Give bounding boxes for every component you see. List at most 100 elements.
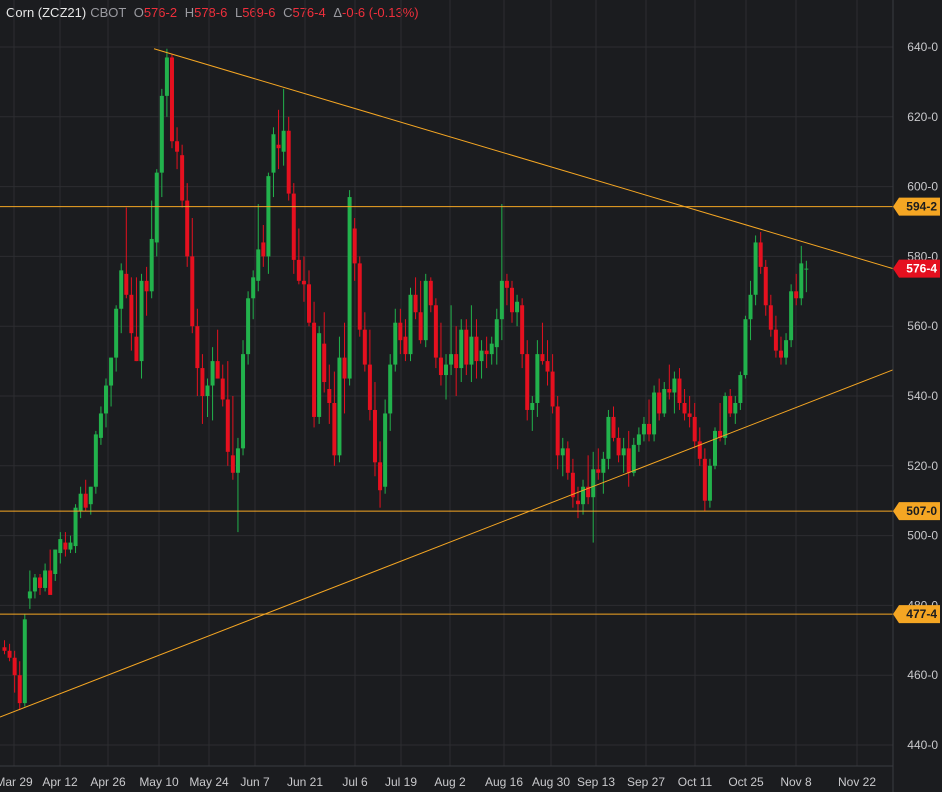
- candle: [175, 127, 180, 170]
- candle: [261, 224, 266, 267]
- candle-body: [520, 305, 525, 355]
- candle-body: [611, 416, 616, 438]
- candle: [672, 371, 677, 414]
- candle: [631, 437, 636, 477]
- candle-body: [134, 336, 139, 362]
- candle: [235, 437, 240, 533]
- candle-body: [48, 570, 53, 595]
- candle-body: [27, 591, 32, 599]
- candle-body: [83, 493, 88, 508]
- candle: [728, 389, 733, 417]
- candle: [154, 169, 159, 257]
- candle: [469, 305, 474, 383]
- candle: [68, 535, 73, 554]
- candle: [504, 273, 509, 306]
- candle: [784, 333, 789, 365]
- candle: [93, 430, 98, 494]
- candle: [403, 319, 408, 362]
- candle-body: [702, 458, 707, 501]
- level-badge-shape: [893, 605, 940, 624]
- level-badge-label: 507-0: [906, 504, 937, 518]
- candle-body: [601, 458, 606, 473]
- candle-body: [154, 172, 159, 243]
- symbol-name[interactable]: Corn (ZCZ21): [6, 5, 87, 20]
- x-tick-label: Aug 16: [485, 775, 523, 789]
- candle-body: [195, 326, 200, 369]
- open-value: 576-2: [143, 5, 178, 20]
- candle: [2, 640, 7, 655]
- candle-body: [718, 430, 723, 438]
- candle-body: [428, 280, 433, 306]
- x-tick-label: Jul 19: [385, 775, 417, 789]
- candle-body: [641, 423, 646, 435]
- candle-body: [687, 413, 692, 417]
- candle: [124, 207, 129, 299]
- candle-body: [697, 441, 702, 459]
- candle-body: [362, 329, 367, 365]
- trendline: [153, 48, 894, 270]
- x-tick-label: May 10: [139, 775, 179, 789]
- candle: [707, 458, 712, 508]
- candle-body: [256, 249, 261, 281]
- candle-body: [799, 263, 804, 299]
- candle: [296, 228, 301, 285]
- candle: [418, 280, 423, 344]
- candle-body: [789, 291, 794, 341]
- candle: [98, 406, 103, 445]
- candle-body: [575, 500, 580, 505]
- candle: [591, 451, 596, 543]
- candle-body: [296, 259, 301, 281]
- candle-body: [225, 399, 230, 452]
- candle: [697, 427, 702, 466]
- candle-body: [586, 486, 591, 498]
- candle: [215, 329, 220, 379]
- candle: [510, 280, 514, 323]
- level-badge-label: 594-2: [906, 200, 937, 214]
- candle: [560, 437, 565, 477]
- y-tick-label: 540-0: [907, 389, 938, 403]
- candle-body: [758, 242, 763, 267]
- candle-body: [388, 364, 393, 414]
- candle: [535, 340, 540, 417]
- candle: [733, 396, 738, 424]
- candle-body: [464, 329, 469, 365]
- level-badge-shape: [893, 197, 940, 216]
- candle: [48, 549, 53, 595]
- y-tick-label: 620-0: [907, 110, 938, 124]
- candle: [32, 573, 37, 599]
- candle-body: [596, 469, 601, 473]
- candle: [540, 322, 545, 365]
- candle-body: [692, 416, 697, 442]
- candle: [454, 326, 459, 396]
- candle-body: [647, 423, 652, 435]
- candle-body: [504, 280, 509, 288]
- candle: [768, 294, 773, 337]
- candle-body: [98, 413, 103, 438]
- candle-body: [104, 385, 108, 414]
- x-tick-label: Jun 21: [287, 775, 323, 789]
- candle-body: [763, 266, 768, 306]
- candle: [758, 231, 763, 274]
- candle-body: [804, 268, 809, 270]
- candle-body: [266, 176, 271, 257]
- candle: [352, 218, 357, 281]
- candle-body: [413, 294, 418, 313]
- candle-body: [733, 402, 738, 414]
- candle: [515, 294, 520, 327]
- candle-body: [241, 354, 246, 449]
- x-tick-label: Apr 26: [90, 775, 126, 789]
- candle-body: [93, 434, 98, 487]
- candle-body: [667, 389, 672, 393]
- candle-body: [352, 228, 357, 264]
- low-label: L: [234, 5, 243, 20]
- candle-body: [459, 329, 464, 369]
- candle: [499, 204, 504, 341]
- candle-body: [444, 364, 449, 376]
- candle-body: [261, 242, 266, 257]
- candle-body: [205, 385, 210, 396]
- candle: [256, 204, 261, 292]
- candle-body: [560, 448, 565, 456]
- candle: [200, 354, 205, 424]
